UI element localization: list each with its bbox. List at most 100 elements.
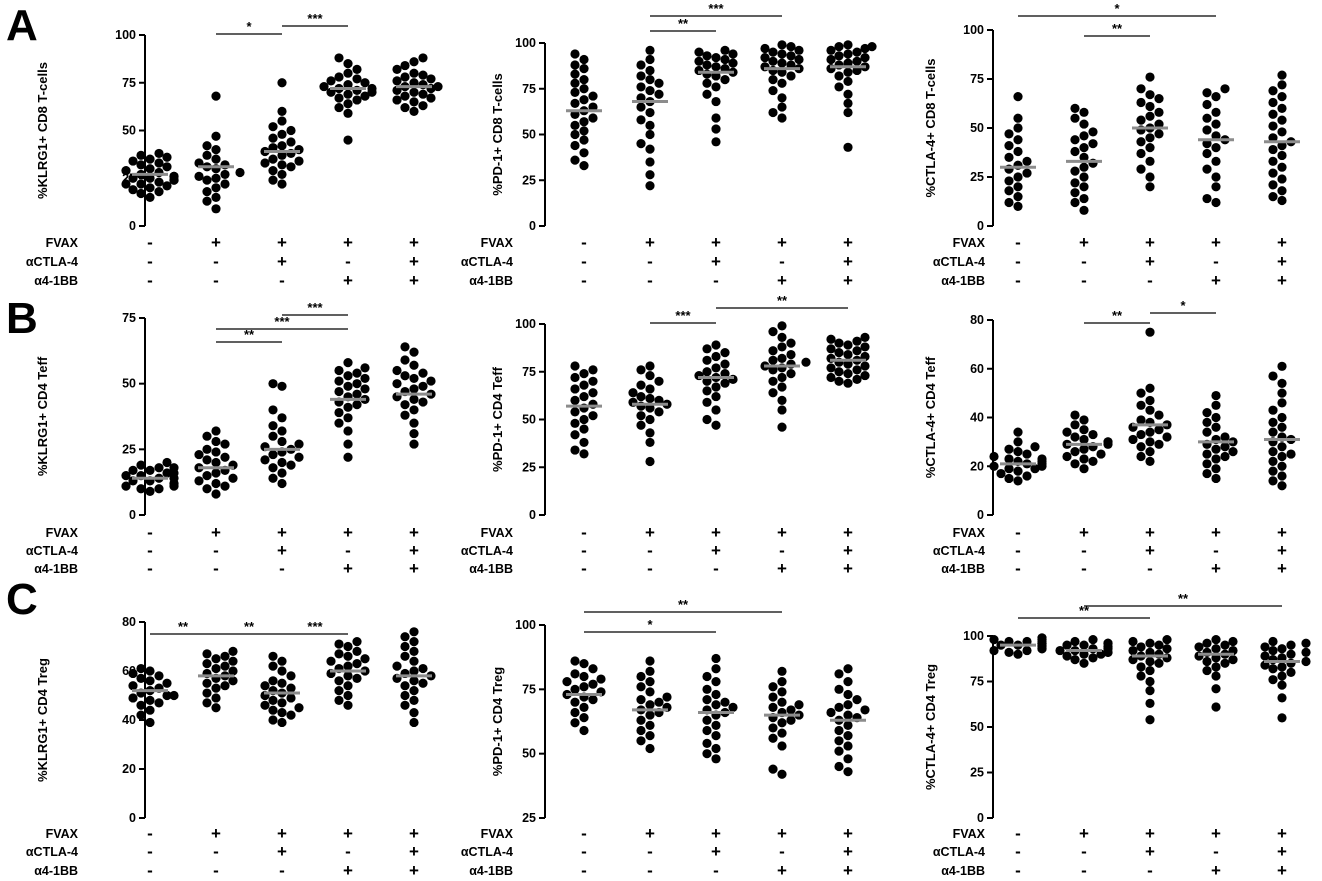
data-point bbox=[645, 144, 655, 154]
data-point bbox=[843, 731, 853, 741]
data-point bbox=[860, 342, 870, 352]
condition-symbol: + bbox=[645, 523, 655, 542]
data-point bbox=[645, 65, 655, 76]
data-point bbox=[128, 156, 138, 166]
data-point bbox=[277, 678, 287, 688]
data-point bbox=[570, 656, 580, 666]
data-point bbox=[843, 89, 853, 99]
data-point bbox=[579, 391, 589, 402]
data-point bbox=[162, 457, 172, 468]
data-point bbox=[1277, 127, 1287, 137]
data-point bbox=[777, 666, 787, 676]
data-point bbox=[1128, 434, 1138, 445]
data-point bbox=[1194, 642, 1204, 652]
data-point bbox=[1013, 447, 1023, 457]
data-point bbox=[1136, 97, 1146, 108]
data-point bbox=[702, 386, 712, 396]
y-tick-label: 0 bbox=[977, 219, 984, 233]
data-point bbox=[1013, 201, 1023, 211]
data-point bbox=[1220, 84, 1230, 94]
data-point bbox=[400, 700, 410, 710]
data-point bbox=[711, 62, 721, 72]
data-point bbox=[334, 695, 344, 706]
data-point bbox=[570, 445, 580, 455]
data-point bbox=[1286, 649, 1296, 659]
data-point bbox=[1070, 103, 1080, 113]
data-point bbox=[1268, 156, 1278, 166]
data-point bbox=[343, 651, 353, 661]
data-point bbox=[843, 677, 853, 687]
data-point bbox=[645, 370, 655, 381]
data-point bbox=[1202, 468, 1212, 479]
data-point bbox=[1136, 642, 1146, 652]
data-point bbox=[277, 179, 287, 189]
data-point bbox=[220, 481, 230, 491]
data-point bbox=[843, 40, 853, 50]
y-tick-label: 80 bbox=[970, 313, 984, 327]
data-point bbox=[211, 703, 221, 713]
data-point bbox=[145, 666, 155, 676]
data-point bbox=[169, 463, 179, 473]
data-point bbox=[1145, 395, 1155, 406]
condition-symbol: + bbox=[1145, 252, 1155, 271]
data-point bbox=[352, 64, 362, 74]
data-point bbox=[702, 738, 712, 748]
condition-symbol: - bbox=[713, 861, 719, 880]
data-point bbox=[360, 384, 370, 394]
condition-row-label: α4-1BB bbox=[941, 274, 985, 288]
data-point bbox=[711, 53, 721, 63]
condition-symbol: - bbox=[1015, 861, 1021, 880]
y-tick-label: 0 bbox=[129, 219, 136, 233]
data-point bbox=[277, 141, 287, 151]
data-point bbox=[636, 411, 646, 421]
data-point bbox=[1211, 635, 1221, 645]
data-point bbox=[579, 54, 589, 65]
data-point bbox=[826, 54, 836, 65]
data-point bbox=[834, 51, 844, 61]
data-point bbox=[1268, 168, 1278, 178]
data-point bbox=[211, 91, 221, 101]
condition-symbol: + bbox=[211, 233, 221, 252]
data-point bbox=[860, 53, 870, 63]
data-point bbox=[392, 85, 402, 95]
data-point bbox=[720, 359, 730, 369]
data-point bbox=[1022, 471, 1032, 481]
data-point bbox=[1013, 146, 1023, 157]
data-point bbox=[343, 99, 353, 109]
data-point bbox=[777, 93, 787, 103]
data-point bbox=[654, 376, 664, 386]
data-point bbox=[636, 682, 646, 692]
data-point bbox=[1202, 88, 1212, 98]
data-point bbox=[1268, 97, 1278, 108]
data-point bbox=[400, 410, 410, 420]
data-point bbox=[1013, 172, 1023, 182]
data-point bbox=[720, 369, 730, 379]
data-point bbox=[645, 677, 655, 687]
data-point bbox=[1013, 182, 1023, 192]
data-point bbox=[277, 426, 287, 436]
data-point bbox=[1062, 451, 1072, 462]
data-point bbox=[1070, 410, 1080, 420]
y-tick-label: 50 bbox=[122, 377, 136, 391]
data-point bbox=[1013, 466, 1023, 476]
data-point bbox=[768, 47, 778, 57]
data-point bbox=[1145, 156, 1155, 166]
data-point bbox=[588, 376, 598, 386]
data-point bbox=[768, 692, 778, 702]
panel-letter-c: C bbox=[6, 575, 38, 624]
y-tick-label: 75 bbox=[970, 675, 984, 689]
data-point bbox=[400, 102, 410, 113]
data-point bbox=[194, 158, 204, 168]
data-point bbox=[277, 413, 287, 423]
data-point bbox=[162, 468, 172, 478]
significance-label: ** bbox=[244, 327, 255, 342]
data-point bbox=[645, 720, 655, 730]
data-point bbox=[1154, 425, 1164, 435]
data-point bbox=[834, 684, 844, 694]
data-point bbox=[268, 421, 278, 431]
condition-row-label: α4-1BB bbox=[941, 864, 985, 878]
condition-symbol: - bbox=[147, 824, 153, 843]
data-point bbox=[418, 381, 428, 391]
data-point bbox=[1162, 635, 1172, 645]
data-point bbox=[1277, 412, 1287, 423]
